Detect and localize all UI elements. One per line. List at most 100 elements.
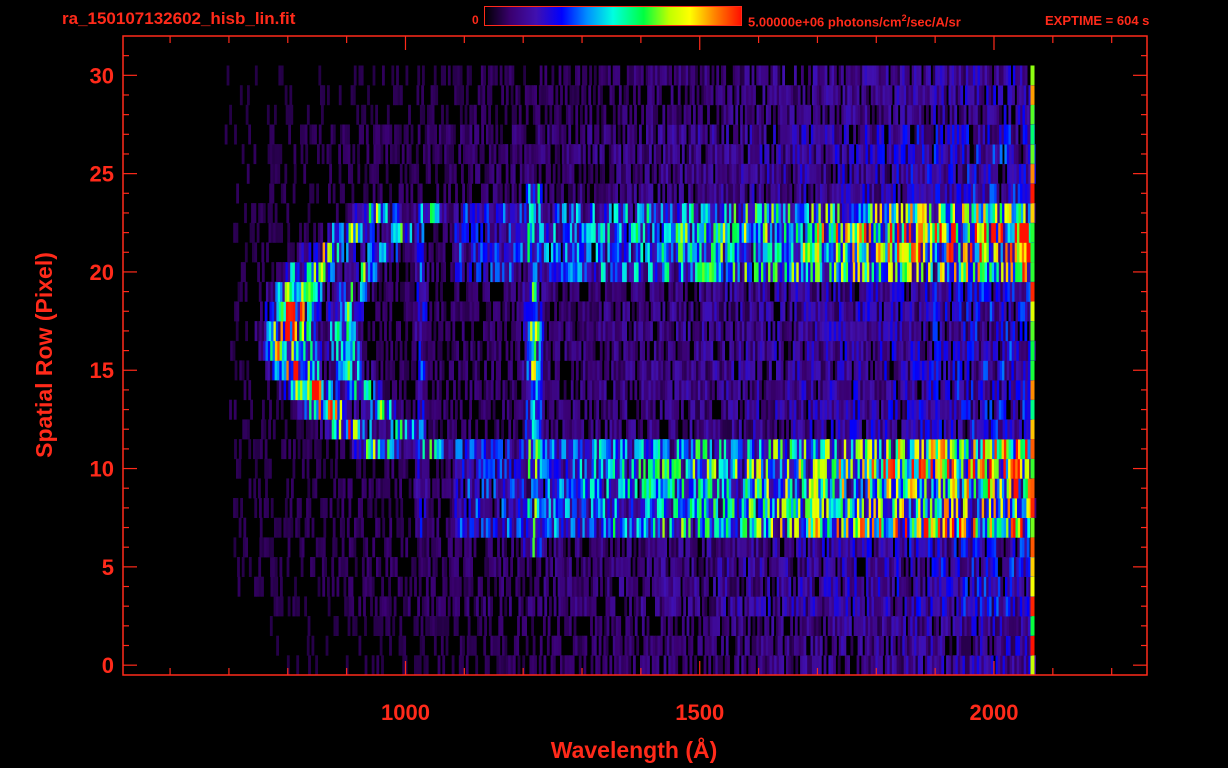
- heatmap-cell: [634, 517, 637, 538]
- heatmap-cell: [733, 478, 737, 499]
- heatmap-cell: [673, 419, 676, 440]
- heatmap-cell: [505, 557, 509, 577]
- heatmap-cell: [1011, 616, 1015, 636]
- heatmap-cell: [931, 655, 935, 676]
- heatmap-cell: [743, 655, 747, 676]
- heatmap-cell: [785, 478, 789, 499]
- heatmap-cell: [571, 281, 575, 302]
- heatmap-cell: [527, 458, 531, 479]
- heatmap-cell: [618, 340, 622, 361]
- heatmap-cell: [929, 655, 933, 676]
- heatmap-cell: [598, 635, 602, 656]
- heatmap-cell: [917, 478, 920, 499]
- heatmap-cell: [1018, 360, 1022, 381]
- heatmap-cell: [325, 635, 329, 656]
- heatmap-cell: [310, 281, 314, 302]
- heatmap-cell: [306, 321, 310, 342]
- heatmap-cell: [367, 576, 370, 597]
- heatmap-cell: [836, 321, 839, 342]
- heatmap-cell: [730, 596, 734, 617]
- heatmap-cell: [800, 655, 803, 676]
- heatmap-cell: [454, 281, 457, 302]
- heatmap-cell: [928, 301, 932, 322]
- heatmap-cell: [586, 321, 590, 342]
- heatmap-cell: [425, 576, 429, 597]
- heatmap-cell: [477, 360, 480, 381]
- heatmap-cell: [514, 380, 518, 401]
- heatmap-cell: [904, 321, 908, 342]
- heatmap-cell: [283, 380, 287, 401]
- heatmap-cell: [497, 458, 501, 479]
- heatmap-cell: [466, 281, 469, 302]
- heatmap-cell: [974, 419, 978, 440]
- heatmap-cell: [1010, 596, 1014, 617]
- heatmap-cell: [1012, 419, 1015, 440]
- heatmap-cell: [841, 301, 845, 322]
- heatmap-cell: [476, 458, 479, 479]
- heatmap-cell: [681, 380, 685, 401]
- heatmap-cell: [837, 655, 841, 676]
- heatmap-cell: [272, 419, 276, 440]
- heatmap-cell: [659, 458, 663, 479]
- heatmap-cell: [571, 419, 575, 440]
- heatmap-edge-cell: [1030, 340, 1035, 361]
- heatmap-cell: [590, 498, 594, 518]
- heatmap-cell: [848, 439, 852, 460]
- heatmap-cell: [819, 399, 823, 420]
- heatmap-cell: [999, 478, 1003, 499]
- heatmap-cell: [432, 340, 436, 361]
- heatmap-cell: [698, 557, 702, 577]
- heatmap-cell: [962, 576, 966, 597]
- heatmap-cell: [1012, 321, 1016, 342]
- heatmap-cell: [1005, 458, 1009, 479]
- heatmap-cell: [331, 360, 334, 381]
- heatmap-cell: [580, 301, 583, 322]
- heatmap-cell: [264, 458, 268, 479]
- heatmap-cell: [1021, 340, 1024, 361]
- heatmap-cell: [838, 321, 842, 342]
- heatmap-cell: [527, 321, 531, 342]
- heatmap-cell: [580, 478, 584, 499]
- heatmap-cell: [610, 321, 613, 342]
- heatmap-cell: [1026, 419, 1029, 440]
- heatmap-cell: [729, 576, 733, 597]
- heatmap-cell: [746, 458, 750, 479]
- heatmap-cell: [835, 419, 839, 440]
- heatmap-cell: [965, 498, 968, 518]
- heatmap-cell: [742, 439, 746, 460]
- heatmap-cell: [700, 380, 704, 401]
- heatmap-cell: [759, 478, 763, 499]
- heatmap-cell: [574, 576, 577, 597]
- heatmap-cell: [295, 517, 298, 538]
- heatmap-cell: [942, 517, 946, 538]
- heatmap-cell: [631, 635, 635, 656]
- heatmap-cell: [574, 596, 578, 617]
- heatmap-cell: [590, 340, 594, 361]
- heatmap-cell: [507, 517, 510, 538]
- heatmap-cell: [642, 498, 646, 518]
- heatmap-cell: [704, 596, 708, 617]
- heatmap-cell: [723, 439, 727, 460]
- heatmap-cell: [657, 635, 661, 656]
- heatmap-cell: [463, 576, 467, 597]
- heatmap-cell: [874, 301, 878, 322]
- heatmap-cell: [857, 517, 861, 538]
- heatmap-cell: [623, 557, 626, 577]
- heatmap-cell: [859, 399, 863, 420]
- heatmap-cell: [796, 517, 800, 538]
- heatmap-cell: [579, 635, 583, 656]
- heatmap-cell: [640, 655, 643, 676]
- heatmap-cell: [1004, 557, 1008, 577]
- heatmap-cell: [943, 616, 946, 636]
- heatmap-cell: [341, 498, 345, 518]
- heatmap-cell: [618, 557, 622, 577]
- heatmap-cell: [357, 281, 361, 302]
- heatmap-cell: [511, 517, 515, 538]
- heatmap-cell: [366, 360, 370, 381]
- heatmap-cell: [622, 399, 625, 420]
- heatmap-cell: [694, 419, 698, 440]
- heatmap-cell: [297, 517, 301, 538]
- heatmap-cell: [452, 321, 456, 342]
- heatmap-cell: [587, 517, 590, 538]
- heatmap-cell: [957, 419, 961, 440]
